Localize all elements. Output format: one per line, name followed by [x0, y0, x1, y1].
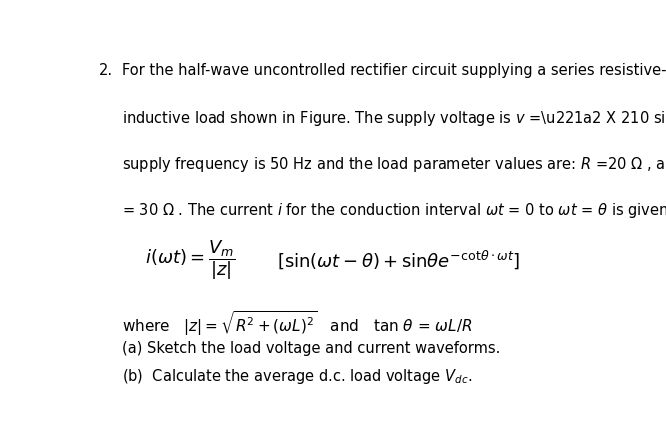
Text: For the half-wave uncontrolled rectifier circuit supplying a series resistive-: For the half-wave uncontrolled rectifier… — [122, 63, 666, 78]
Text: = 30 $\Omega$ . The current $i$ for the conduction interval $\omega$$t$ = 0 to $: = 30 $\Omega$ . The current $i$ for the … — [122, 200, 666, 219]
Text: where   $|z|{=}\sqrt{R^2 + (\omega L)^2}$   and   tan $\theta$ = $\omega$$L$/$R$: where $|z|{=}\sqrt{R^2 + (\omega L)^2}$ … — [122, 308, 472, 337]
Text: (a) Sketch the load voltage and current waveforms.: (a) Sketch the load voltage and current … — [122, 340, 500, 355]
Text: supply frequency is 50 Hz and the load parameter values are: $R$ =20 $\Omega$ , : supply frequency is 50 Hz and the load p… — [122, 155, 666, 173]
Text: $i(\omega t) = \dfrac{V_m}{|z|}$: $i(\omega t) = \dfrac{V_m}{|z|}$ — [145, 238, 236, 281]
Text: inductive load shown in Figure. The supply voltage is $v$ =\u221a2 X 210 sin$\om: inductive load shown in Figure. The supp… — [122, 109, 666, 127]
Text: $[\mathrm{sin}(\omega t - \theta) + \mathrm{sin}\theta e^{-\mathrm{cot}\theta \c: $[\mathrm{sin}(\omega t - \theta) + \mat… — [277, 248, 520, 271]
Text: (b)  Calculate the average d.c. load voltage $V_{dc}$.: (b) Calculate the average d.c. load volt… — [122, 366, 472, 385]
Text: 2.: 2. — [99, 63, 113, 78]
